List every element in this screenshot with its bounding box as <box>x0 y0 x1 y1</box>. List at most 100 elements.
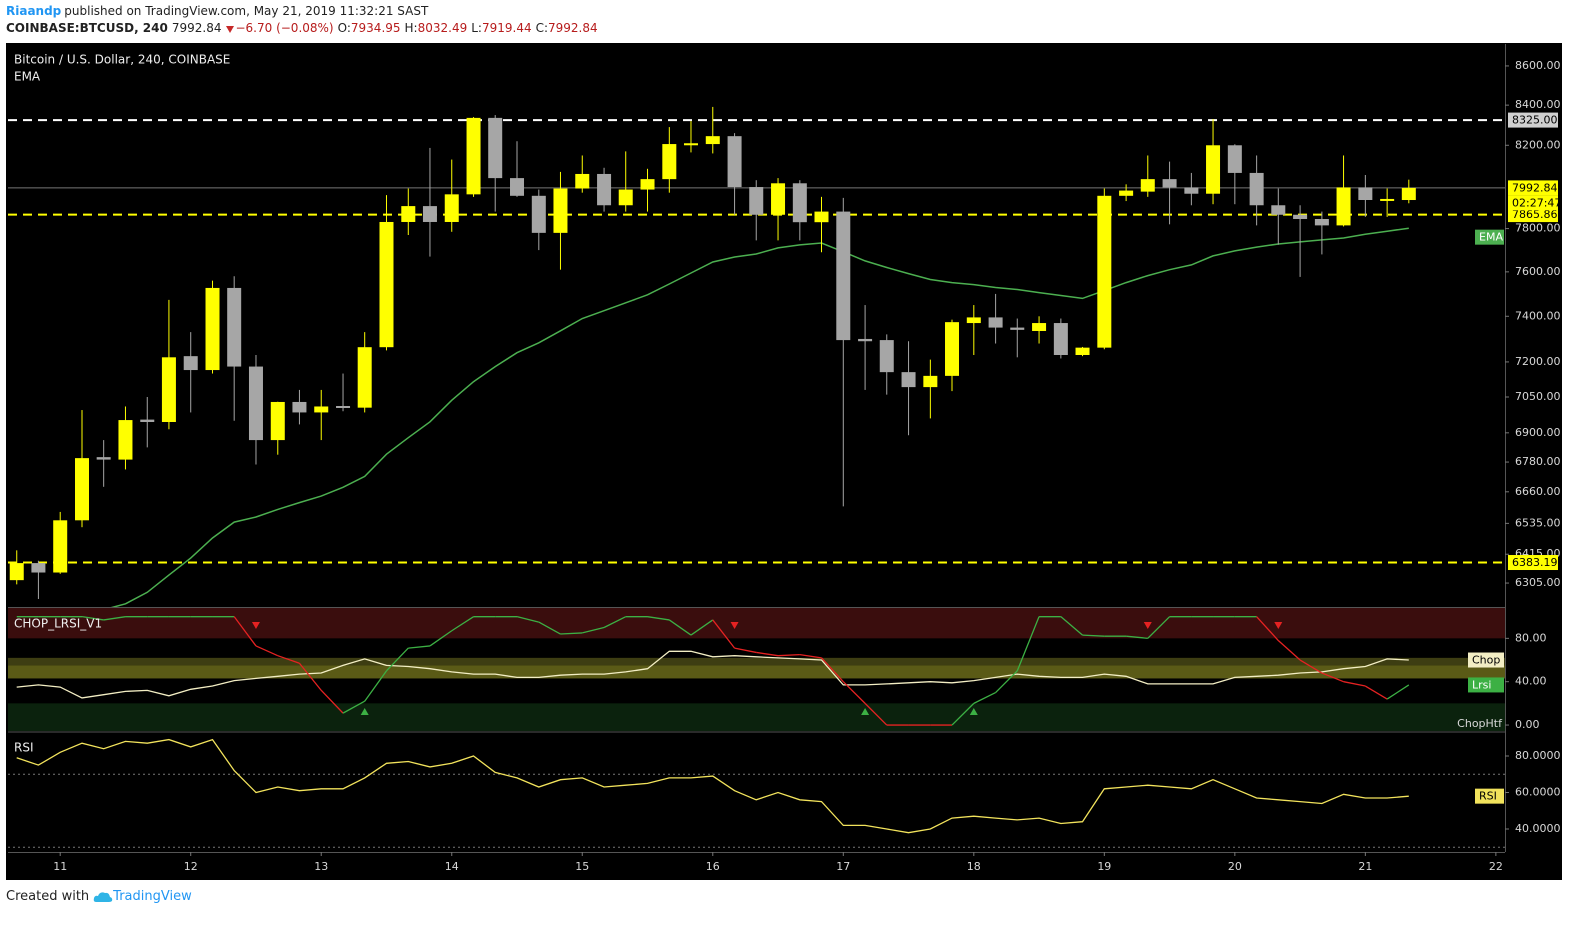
symbol-line: COINBASE:BTCUSD, 240 7992.84 −6.70 (−0.08%… <box>6 21 602 35</box>
x-tick-label: 17 <box>836 860 850 873</box>
candle-body <box>597 173 612 206</box>
y-tick-label: 7200.00 <box>1515 355 1561 368</box>
countdown-label: 02:27:47 <box>1512 196 1561 209</box>
candle-body <box>488 117 503 179</box>
y-tick-label: 6780.00 <box>1515 455 1561 468</box>
lrsi-segment <box>734 647 757 654</box>
y-tick-label: 6900.00 <box>1515 426 1561 439</box>
lrsi-segment <box>408 645 431 649</box>
candle-body <box>792 183 807 223</box>
y-tick-label: 7050.00 <box>1515 390 1561 403</box>
candle-body <box>858 338 873 342</box>
buy-signal <box>360 708 369 715</box>
candle-body <box>1227 145 1242 173</box>
lrsi-segment <box>103 616 126 621</box>
lrsi-segment <box>603 616 627 629</box>
level-label-box <box>1508 207 1558 223</box>
level-label: 6383.19 <box>1512 556 1558 569</box>
series-label: Lrsi <box>1472 678 1491 691</box>
lrsi-segment <box>951 702 975 726</box>
y-tick-label: 7600.00 <box>1515 265 1561 278</box>
band <box>8 703 1505 731</box>
x-tick-label: 13 <box>314 860 328 873</box>
lrsi-segment <box>1016 616 1040 672</box>
logo <box>93 891 113 902</box>
candle-body <box>118 420 133 460</box>
lrsi-segment <box>320 689 344 714</box>
lrsi-segment <box>647 616 670 621</box>
candle-body <box>727 136 742 188</box>
candle-body <box>553 188 568 233</box>
header-line: Riaandp published on TradingView.com, May… <box>6 4 432 18</box>
indicator-name: EMA <box>14 70 41 84</box>
candle-body <box>31 563 46 573</box>
lrsi-segment <box>1386 684 1410 700</box>
x-tick-label: 20 <box>1228 860 1242 873</box>
y-tick-label: 7400.00 <box>1515 309 1561 322</box>
lrsi-segment <box>1343 681 1366 687</box>
lrsi-segment <box>560 632 583 635</box>
candle-body <box>618 189 633 206</box>
footer: Created with TradingView <box>6 889 196 904</box>
candle-body <box>966 317 981 324</box>
x-tick-label: 15 <box>575 860 589 873</box>
candle-body <box>575 173 590 189</box>
candle-body <box>357 347 372 408</box>
candle-body <box>1184 187 1199 194</box>
lrsi-segment <box>298 662 322 691</box>
series-line <box>16 738 1409 834</box>
lrsi-segment <box>864 702 888 726</box>
close-label: C: <box>535 21 549 35</box>
candle-body <box>422 206 437 222</box>
lrsi-segment <box>342 700 366 714</box>
y-tick-label: 8600.00 <box>1515 59 1561 72</box>
published: published on TradingView.com, May 21, 20… <box>64 4 429 18</box>
level-label: 7865.86 <box>1512 208 1558 221</box>
chart-background <box>6 43 1562 880</box>
x-tick-label: 11 <box>53 860 67 873</box>
lrsi-segment <box>386 647 409 672</box>
candle-body <box>1119 190 1134 196</box>
last-price-label: 7992.84 <box>1512 181 1558 194</box>
x-tick-label: 18 <box>967 860 981 873</box>
lrsi-segment <box>1277 640 1301 661</box>
lrsi-segment <box>516 616 539 623</box>
y-tick-label: 8200.00 <box>1515 138 1561 151</box>
candle-body <box>1336 187 1351 226</box>
candle-body <box>1097 195 1112 348</box>
buy-signal <box>861 708 870 715</box>
author[interactable]: Riaandp <box>6 4 62 18</box>
candle-body <box>161 357 176 422</box>
band <box>8 665 1505 679</box>
candle-body <box>9 563 24 581</box>
indicator-title: RSI <box>14 741 34 755</box>
lrsi-segment <box>821 657 844 683</box>
y-tick-label: 6535.00 <box>1515 516 1561 529</box>
lrsi-segment <box>973 691 996 704</box>
ema-label: EMA <box>1479 231 1503 244</box>
last-price-label-box <box>1508 180 1558 196</box>
buy-signal <box>969 708 978 715</box>
change: −6.70 (−0.08%) <box>235 21 334 35</box>
lrsi-segment <box>799 653 822 659</box>
lrsi-segment <box>690 619 714 636</box>
candle-body <box>248 366 263 441</box>
lrsi-segment <box>1147 616 1171 639</box>
candle-body <box>401 206 416 222</box>
open-label: O: <box>337 21 351 35</box>
candle-body <box>901 372 916 388</box>
candle-body <box>923 375 938 388</box>
indicator-title: CHOP_LRSI_V1 <box>14 617 102 631</box>
brand[interactable]: TradingView <box>113 889 192 904</box>
chart-title: Bitcoin / U.S. Dollar, 240, COINBASE <box>14 53 230 67</box>
series-line <box>16 650 1409 699</box>
candle-body <box>466 117 481 195</box>
x-tick-label: 22 <box>1489 860 1503 873</box>
created-with: Created with <box>6 889 90 904</box>
chop-pane <box>8 608 1505 731</box>
lrsi-segment <box>1365 685 1388 700</box>
candle-body <box>336 406 351 409</box>
candle-body <box>662 144 677 180</box>
